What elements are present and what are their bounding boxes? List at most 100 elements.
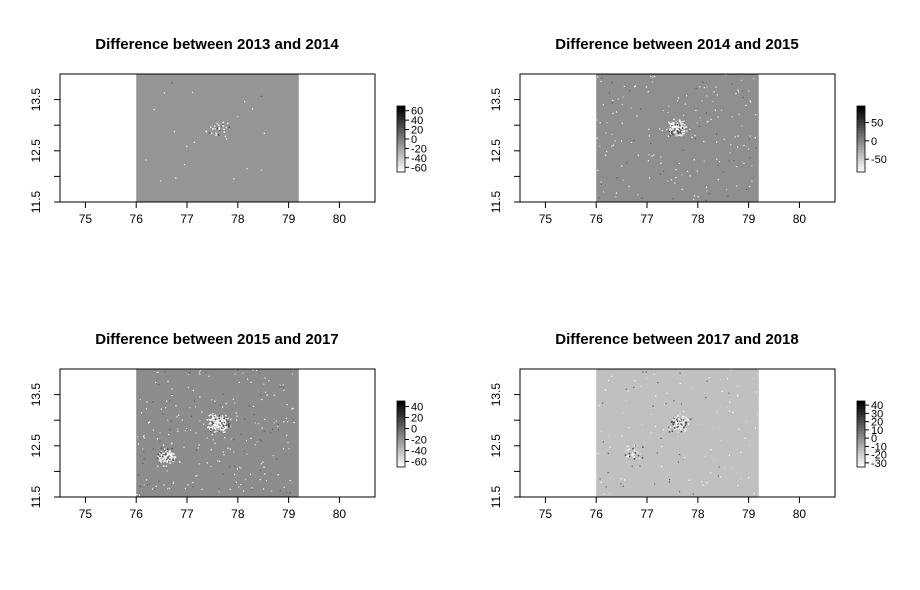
hotspot-cell: [670, 129, 673, 131]
hotspot-cell: [212, 416, 214, 419]
hotspot-cell: [681, 427, 683, 429]
speckle: [744, 437, 746, 439]
speckle: [155, 485, 157, 487]
hotspot-cell: [221, 424, 223, 426]
speckle: [755, 391, 757, 393]
speckle: [266, 394, 268, 396]
y-tick-label: 12.5: [489, 139, 503, 163]
hotspot-cell: [673, 124, 676, 127]
legend-swatch: [857, 158, 865, 162]
legend-tick-label: 20: [871, 417, 883, 429]
legend-swatch: [397, 442, 405, 446]
speckle: [205, 371, 207, 374]
hotspot-cell: [668, 431, 671, 433]
speckle: [605, 486, 607, 488]
speckle: [697, 196, 699, 198]
legend-swatch: [857, 141, 865, 145]
legend-tick-label: 0: [871, 433, 877, 445]
hotspot-cell: [685, 418, 688, 420]
speckle: [602, 441, 605, 443]
hotspot-cell: [671, 130, 673, 133]
speckle: [277, 423, 279, 425]
hotspot-cell: [218, 428, 220, 430]
speckle: [640, 108, 642, 110]
speckle: [251, 487, 253, 489]
speckle: [197, 447, 200, 449]
speckle: [172, 481, 175, 483]
legend-swatch: [397, 106, 405, 110]
legend-tick-label: 40: [411, 402, 423, 414]
hotspot-cell: [673, 128, 675, 130]
speckle: [717, 179, 719, 181]
hotspot-cell: [163, 452, 166, 454]
hotspot-cell: [167, 457, 169, 459]
legend-tick-label: 10: [871, 425, 883, 437]
hotspot-cell: [210, 420, 212, 423]
hotspot-cell: [211, 426, 213, 428]
speckle: [271, 490, 273, 492]
hotspot-cell: [214, 427, 216, 429]
speckle: [661, 445, 663, 448]
speckle: [158, 480, 160, 482]
speckle: [140, 486, 142, 488]
speckle: [270, 432, 272, 434]
chart-title: Difference between 2013 and 2014: [95, 36, 339, 53]
speckle: [138, 494, 141, 496]
speckle: [602, 104, 604, 106]
speckle: [603, 493, 605, 495]
hotspot-cell: [681, 423, 683, 426]
legend-swatch: [397, 417, 405, 421]
speckle: [728, 410, 731, 412]
speckle: [143, 451, 145, 453]
speckle: [696, 170, 698, 172]
hotspot-cell: [634, 444, 637, 447]
speckle: [283, 421, 285, 423]
speckle: [243, 450, 245, 452]
speckle: [245, 439, 248, 442]
legend-swatch: [857, 439, 865, 443]
speckle: [162, 461, 165, 463]
hotspot-cell: [680, 134, 683, 137]
hotspot-cell: [216, 424, 219, 427]
speckle: [713, 91, 715, 93]
hotspot-cell: [211, 412, 214, 415]
legend-tick-label: -60: [411, 162, 427, 174]
legend-swatch: [397, 114, 405, 118]
speckle: [621, 435, 623, 437]
legend-swatch: [857, 139, 865, 143]
speckle: [755, 147, 757, 149]
legend-tick-label: -20: [411, 435, 427, 447]
hotspot-cell: [215, 420, 218, 423]
legend-tick-label: -10: [871, 441, 887, 453]
speckle: [654, 483, 656, 485]
y-tick-label: 11.5: [489, 190, 503, 213]
legend-swatch: [397, 161, 405, 165]
hotspot-cell: [673, 118, 675, 121]
hotspot-cell: [223, 423, 225, 426]
speckle: [246, 378, 249, 380]
speckle: [160, 456, 162, 459]
speckle: [719, 378, 721, 380]
legend-swatch: [397, 439, 405, 443]
hotspot-cell: [223, 128, 225, 131]
speckle: [195, 432, 197, 434]
speckle: [173, 131, 175, 133]
hotspot-cell: [210, 132, 213, 135]
hotspot-cell: [214, 127, 217, 130]
hotspot-cell: [679, 134, 681, 136]
speckle: [260, 95, 263, 97]
legend-swatch: [857, 119, 865, 123]
hotspot-cell: [165, 460, 167, 462]
legend-swatch: [857, 428, 865, 432]
hotspot-cell: [670, 122, 672, 125]
legend-swatch: [397, 125, 405, 129]
speckle: [201, 488, 203, 490]
speckle: [286, 434, 288, 436]
chart-title: Difference between 2015 and 2017: [95, 331, 338, 348]
hotspot-cell: [169, 456, 171, 459]
hotspot-cell: [215, 428, 218, 431]
x-tick-label: 79: [742, 212, 756, 226]
hotspot-cell: [171, 454, 173, 456]
speckle: [609, 493, 611, 495]
